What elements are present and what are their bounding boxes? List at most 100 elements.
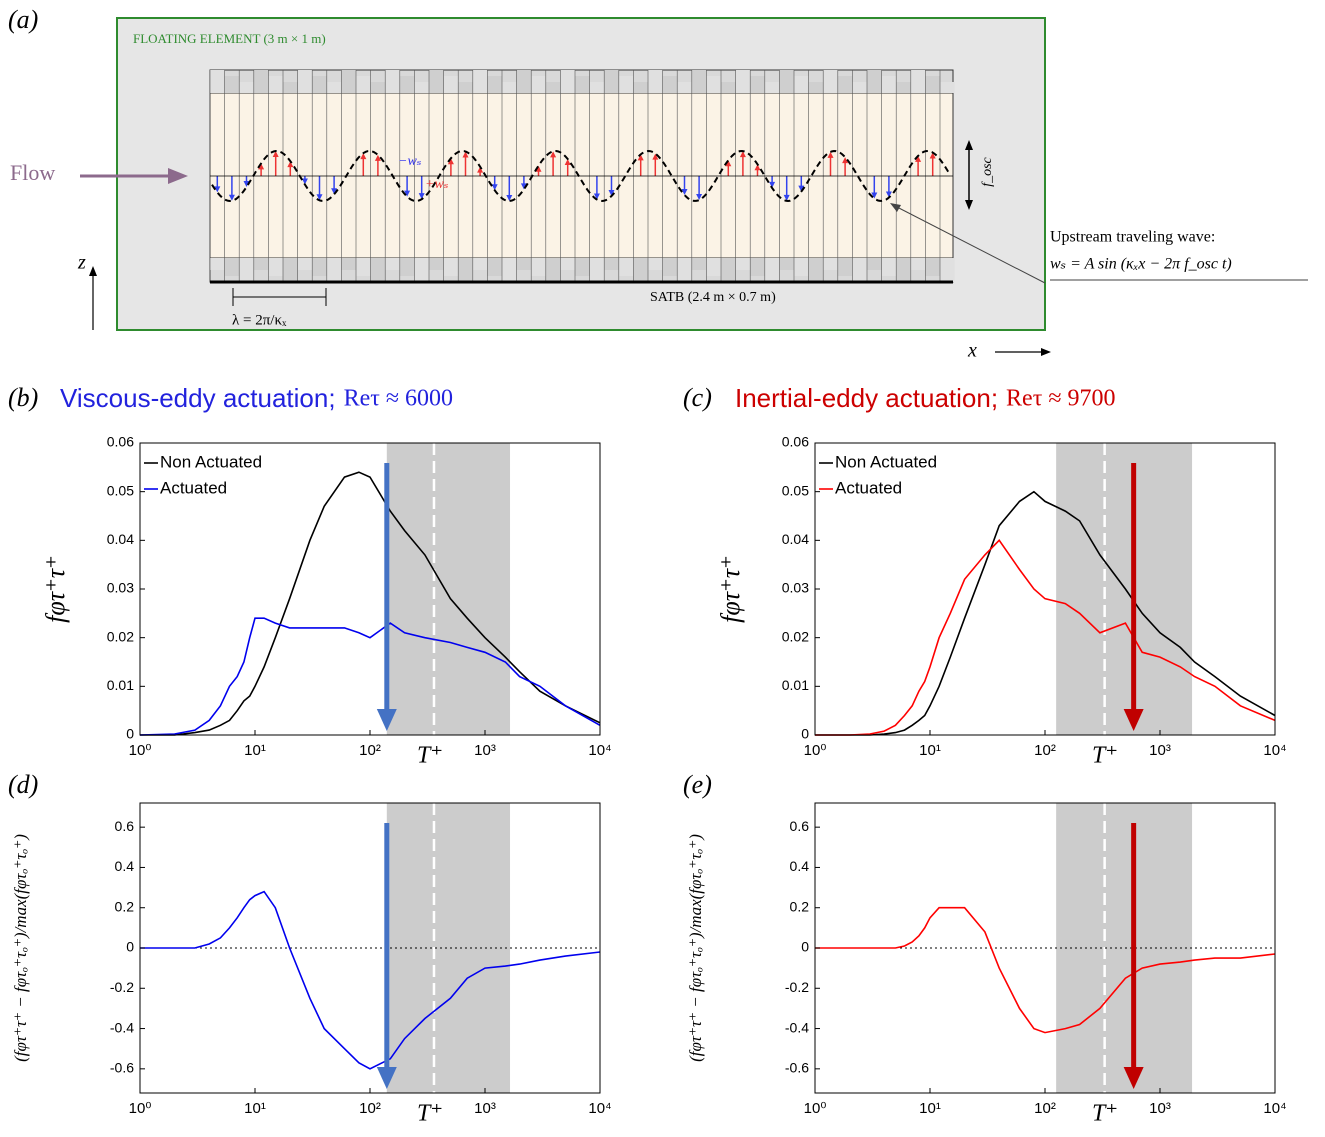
bottom-block [779,258,794,270]
top-block [852,82,867,93]
bottom-block [341,258,356,270]
y-tick-label: 0.2 [115,898,135,914]
bottom-block [925,258,940,276]
top-block [487,76,502,93]
actuation-head [871,192,878,199]
top-block [896,82,911,93]
bottom-block [706,258,721,276]
chart: (b) Viscous-eddy actuation; Reτ ≈ 6000 Non … [8,383,612,769]
arrow-head [1123,1067,1144,1089]
top-block [502,82,517,93]
top-block [414,82,429,93]
top-block [589,82,605,93]
y-axis-label: (fφτ⁺τ⁺ − fφτₒ⁺τₒ⁺)/max(fφτₒ⁺τₒ⁺) [686,834,705,1062]
bottom-block [823,258,838,270]
top-block [677,82,692,93]
y-tick-label: -0.6 [110,1060,134,1076]
actuation-head [535,165,542,172]
y-tick-label: 0.6 [790,818,810,834]
x-tick-label: 10³ [474,742,496,759]
top-block [210,70,225,93]
bottom-block [356,258,371,276]
bottom-block [837,258,853,276]
bottom-block [487,258,502,276]
bottom-block [852,258,867,282]
x-axis-label: T⁺ [417,1101,443,1127]
x-tick-label: 10² [359,742,381,759]
actuation-head [491,184,498,191]
bottom-block [414,258,429,282]
bottom-block [589,258,605,282]
bottom-block [896,258,911,282]
actuation-head [287,161,294,168]
y-tick-label: 0 [126,939,134,955]
chart: (d) 10⁰ 10¹ 10² 10³ 10⁴ -0.6 -0.4 -0.2 0 0.2 0.4 0.6… [8,770,612,1127]
top-block [341,70,356,93]
top-block [545,82,561,93]
actuation-head [331,188,338,195]
x-tick-label: 10¹ [919,742,941,759]
series-line [815,490,1276,736]
top-block [881,76,897,93]
y-tick-label: 0.05 [107,482,134,498]
x-tick-label: 10⁰ [804,742,827,759]
actuation-head [214,186,221,193]
bottom-block [545,258,561,282]
bottom-block [721,258,736,282]
chart-subtitle: Reτ ≈ 6000 [344,386,453,412]
x-tick-label: 10¹ [244,742,266,759]
actuation-head [798,185,805,192]
top-block [472,70,488,93]
actuation-head [593,193,600,200]
y-tick-label: 0.03 [107,580,134,596]
bottom-block [224,258,240,276]
actuation-head [272,151,279,158]
bottom-block [735,258,751,270]
pointer-head [890,203,901,212]
chart-title: Inertial-eddy actuation; [735,383,998,413]
actuation-head [301,178,308,185]
panel-label: (a) [8,5,38,34]
actuation-head [418,193,425,200]
actuation-head [739,151,746,158]
actuation-head [506,194,513,201]
top-block [429,70,444,93]
top-block [779,70,794,93]
arrow-head [1123,709,1144,731]
top-block [735,70,751,93]
bottom-block [794,258,809,276]
y-axis-label: fφτ⁺τ⁺ [41,555,70,623]
top-block [370,82,386,93]
actuation-head [608,190,615,197]
top-block [633,82,648,93]
bottom-block [750,258,765,276]
actuation-head [842,157,849,164]
top-block [239,82,254,93]
top-block [808,82,824,93]
top-block [516,70,532,93]
top-block [940,82,955,93]
top-block [867,70,882,93]
z-axis-head [89,266,97,276]
arrow-head [376,709,397,731]
y-tick-label: 0.4 [790,858,810,874]
actuation-head [243,181,250,188]
x-tick-label: 10⁴ [588,1100,611,1117]
bottom-block [502,258,517,282]
bottom-block [677,258,692,282]
plus-ws-label: +wₛ [425,177,449,192]
y-tick-label: 0.05 [782,482,809,498]
top-block [385,70,400,93]
bottom-block [312,258,327,276]
top-block [224,76,240,93]
wavelength-label: λ = 2π/κₓ [232,312,287,328]
stripes [209,70,955,282]
bottom-block [326,258,342,282]
top-block [604,70,619,93]
flow-label: Flow [10,160,55,185]
x-tick-label: 10⁰ [804,1100,827,1117]
fosc-label: f_osc [980,156,995,186]
actuation-head [681,188,688,195]
bottom-block [808,258,824,282]
y-tick-label: -0.4 [785,1019,809,1035]
